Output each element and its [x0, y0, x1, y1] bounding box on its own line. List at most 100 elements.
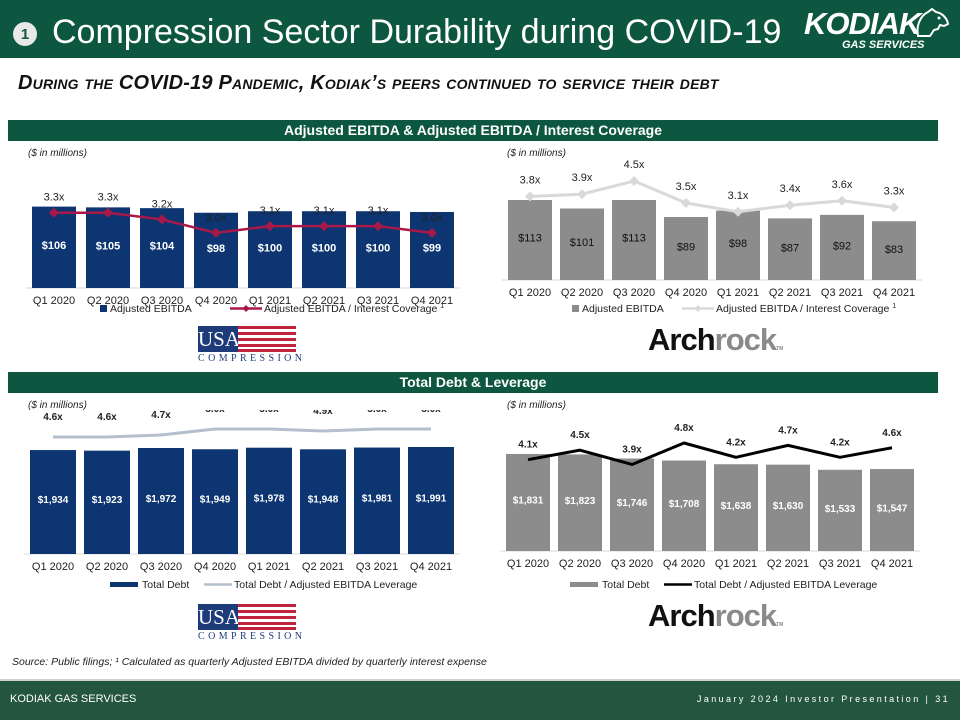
- usa-compression-logo: USA COMPRESSION: [198, 326, 306, 366]
- x-tick-label: Q1 2021: [717, 287, 759, 299]
- line-point-marker: [265, 221, 275, 232]
- bar: [766, 464, 810, 551]
- legend-marker: [694, 305, 702, 312]
- archrock-logo: ArchrockTM: [648, 322, 783, 358]
- legend-label: Adjusted EBITDA: [110, 303, 192, 315]
- line-value-label: 4.6x: [882, 428, 902, 439]
- x-tick-label: Q3 2021: [357, 295, 399, 307]
- x-tick-label: Q2 2020: [559, 558, 601, 570]
- bar: [560, 208, 604, 280]
- bar-value-label: $1,630: [773, 501, 804, 512]
- line-point-marker: [837, 195, 847, 206]
- bar: [410, 211, 454, 288]
- bar: [408, 447, 454, 554]
- x-tick-label: Q4 2020: [195, 295, 237, 307]
- line-value-label: 3.9x: [572, 172, 593, 184]
- line-value-label: 5.0x: [367, 410, 387, 415]
- line-value-label: 3.3x: [884, 185, 905, 197]
- bar-value-label: $1,746: [617, 498, 648, 509]
- x-tick-label: Q4 2021: [411, 295, 453, 307]
- x-tick-label: Q2 2021: [769, 287, 811, 299]
- bar-value-label: $113: [518, 233, 542, 245]
- x-tick-label: Q2 2021: [303, 295, 345, 307]
- bar-value-label: $1,638: [721, 501, 752, 512]
- bar: [714, 464, 758, 551]
- bar-value-label: $113: [622, 233, 646, 245]
- line-series: [529, 179, 895, 214]
- x-tick-label: Q1 2020: [32, 561, 74, 573]
- bar: [558, 454, 602, 551]
- archrock-ebitda-chart: $113 Q1 2020 $101 Q2 2020 $113 Q3 2020 $89 Q4 2…: [502, 160, 922, 315]
- legend-swatch-bar: [572, 305, 579, 312]
- slide-subtitle: During the COVID-19 Pandemic, Kodiak’s p…: [18, 72, 719, 94]
- bar: [300, 449, 346, 554]
- legend-swatch-bar: [570, 582, 598, 587]
- archrock-debt-chart: $1,831 Q1 2020 $1,823 Q2 2020 $1,746 Q3 2020 $…: [500, 423, 920, 591]
- bar: [192, 449, 238, 554]
- bar: [84, 450, 130, 554]
- trademark-mark: TM: [776, 622, 784, 628]
- footer-presentation: January 2024 Investor Presentation | 31: [697, 694, 950, 704]
- bar-value-label: $1,934: [38, 495, 69, 506]
- line-value-label: 5.0x: [421, 410, 441, 415]
- line-point-marker: [427, 227, 437, 238]
- line-point-marker: [629, 176, 639, 186]
- usa-logo-subtitle: COMPRESSION: [198, 631, 306, 642]
- x-tick-label: Q2 2021: [302, 561, 344, 573]
- line-series: [54, 211, 433, 235]
- footer-bar: KODIAK GAS SERVICES January 2024 Investo…: [0, 681, 960, 720]
- usa-logo-box: USA: [198, 326, 241, 352]
- line-value-label: 4.7x: [778, 425, 798, 436]
- line-value-label: 4.1x: [518, 440, 538, 451]
- archrock-logo: ArchrockTM: [648, 598, 783, 634]
- x-tick-label: Q3 2020: [140, 561, 182, 573]
- line-value-label: 3.6x: [832, 179, 853, 191]
- bar: [354, 447, 400, 554]
- bar-value-label: $83: [885, 244, 903, 256]
- line-series: [527, 441, 893, 466]
- bar-value-label: $1,949: [200, 494, 231, 505]
- page-title: Compression Sector Durability during COV…: [52, 13, 782, 51]
- bar-value-label: $100: [366, 242, 390, 254]
- x-tick-label: Q3 2020: [613, 287, 655, 299]
- archrock-logo-part: rock: [714, 598, 777, 633]
- bar: [138, 448, 184, 554]
- flag-stripes-icon: [238, 326, 296, 352]
- archrock-logo-part: rock: [714, 322, 777, 357]
- archrock-logo-part: Arch: [648, 322, 716, 357]
- legend-swatch-bar: [100, 305, 107, 312]
- bar-value-label: $1,708: [669, 499, 700, 510]
- bar-value-label: $1,978: [254, 494, 285, 505]
- line-point-marker: [49, 207, 59, 218]
- line-point-marker: [103, 207, 113, 218]
- line-point-marker: [681, 198, 691, 208]
- legend-label: Total Debt: [142, 579, 189, 591]
- x-tick-label: Q2 2020: [86, 561, 128, 573]
- logo-subtitle: GAS SERVICES: [842, 39, 925, 51]
- flag-stripes-icon: [238, 604, 296, 630]
- x-tick-label: Q4 2021: [410, 561, 452, 573]
- bar-value-label: $1,991: [416, 493, 447, 504]
- ebitda-section-header: Adjusted EBITDA & Adjusted EBITDA / Inte…: [8, 120, 938, 141]
- x-tick-label: Q4 2020: [665, 287, 707, 299]
- x-tick-label: Q4 2021: [871, 558, 913, 570]
- x-tick-label: Q1 2020: [509, 287, 551, 299]
- logo-wordmark: KODIAK: [804, 6, 921, 41]
- line-value-label: 3.9x: [622, 444, 642, 455]
- line-value-label: 3.1x: [368, 205, 389, 217]
- line-value-label: 4.7x: [151, 410, 171, 421]
- line-value-label: 3.0x: [206, 212, 227, 224]
- usa-compression-logo: USA COMPRESSION: [198, 604, 306, 644]
- line-value-label: 3.4x: [780, 183, 801, 195]
- x-tick-label: Q3 2020: [141, 295, 183, 307]
- line-point-marker: [211, 227, 221, 238]
- legend-label: Adjusted EBITDA / Interest Coverage 1: [716, 303, 896, 315]
- bar-value-label: $1,823: [565, 496, 596, 507]
- bar-value-label: $98: [729, 238, 747, 250]
- usa-logo-subtitle: COMPRESSION: [198, 353, 306, 364]
- archrock-logo-part: Arch: [648, 598, 716, 633]
- line-point-marker: [785, 200, 795, 211]
- legend-label: Adjusted EBITDA: [582, 303, 664, 315]
- legend-marker: [242, 305, 250, 312]
- line-value-label: 4.6x: [43, 412, 63, 423]
